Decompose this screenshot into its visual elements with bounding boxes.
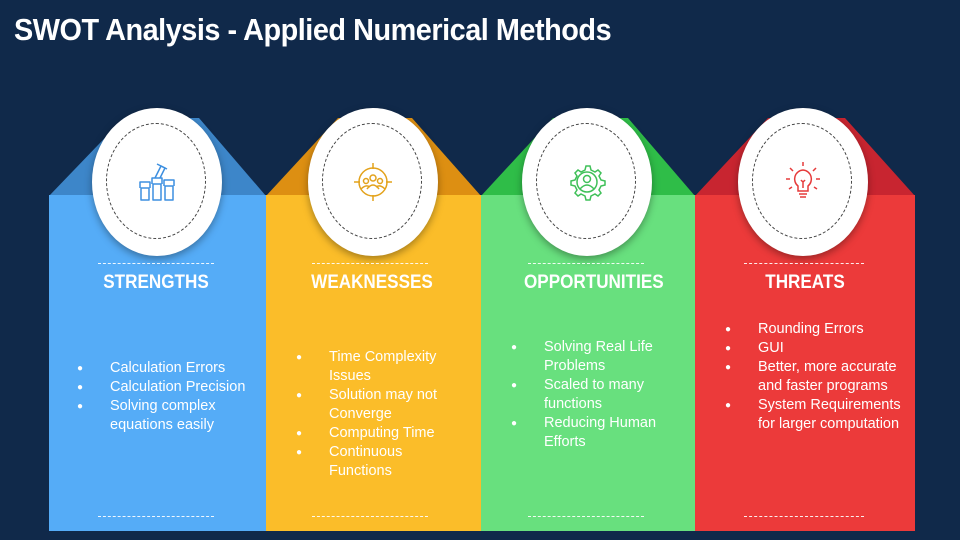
- list-item: Rounding Errors: [725, 320, 903, 339]
- bottom-divider-opportunities: [528, 516, 644, 517]
- list-item: System Requirements for larger computati…: [725, 396, 903, 434]
- circle-strengths: [92, 108, 222, 256]
- target-group-icon: [354, 163, 392, 201]
- list-item: Solving complex equations easily: [77, 397, 252, 435]
- lightbulb-icon: [786, 162, 820, 198]
- top-divider-strengths: [98, 263, 214, 264]
- bottom-divider-threats: [744, 516, 864, 517]
- raised-fists-icon: [139, 163, 175, 201]
- list-item: Time Complexity Issues: [296, 348, 468, 386]
- circle-weaknesses: [308, 108, 438, 256]
- list-item: Reducing Human Efforts: [511, 414, 683, 452]
- list-item: Computing Time: [296, 424, 468, 443]
- top-divider-weaknesses: [312, 263, 428, 264]
- heading-strengths: STRENGTHS: [103, 272, 209, 293]
- bottom-divider-weaknesses: [312, 516, 428, 517]
- list-item: Solution may not Converge: [296, 386, 468, 424]
- list-strengths: Calculation Errors Calculation Precision…: [77, 359, 252, 435]
- list-item: GUI: [725, 339, 903, 358]
- list-item: Calculation Precision: [77, 378, 252, 397]
- list-item: Better, more accurate and faster program…: [725, 358, 903, 396]
- circle-threats: [738, 108, 868, 256]
- circle-opportunities: [522, 108, 652, 256]
- list-threats: Rounding Errors GUI Better, more accurat…: [725, 320, 903, 434]
- list-item: Continuous Functions: [296, 443, 468, 481]
- heading-weaknesses: WEAKNESSES: [311, 272, 433, 293]
- top-divider-threats: [744, 263, 864, 264]
- list-weaknesses: Time Complexity Issues Solution may not …: [296, 348, 468, 481]
- gear-person-icon: [570, 165, 606, 201]
- list-opportunities: Solving Real Life Problems Scaled to man…: [511, 338, 683, 452]
- page-title: SWOT Analysis - Applied Numerical Method…: [14, 12, 612, 47]
- list-item: Solving Real Life Problems: [511, 338, 683, 376]
- heading-opportunities: OPPORTUNITIES: [524, 272, 664, 293]
- top-divider-opportunities: [528, 263, 644, 264]
- heading-threats: THREATS: [765, 272, 845, 293]
- list-item: Scaled to many functions: [511, 376, 683, 414]
- list-item: Calculation Errors: [77, 359, 252, 378]
- bottom-divider-strengths: [98, 516, 214, 517]
